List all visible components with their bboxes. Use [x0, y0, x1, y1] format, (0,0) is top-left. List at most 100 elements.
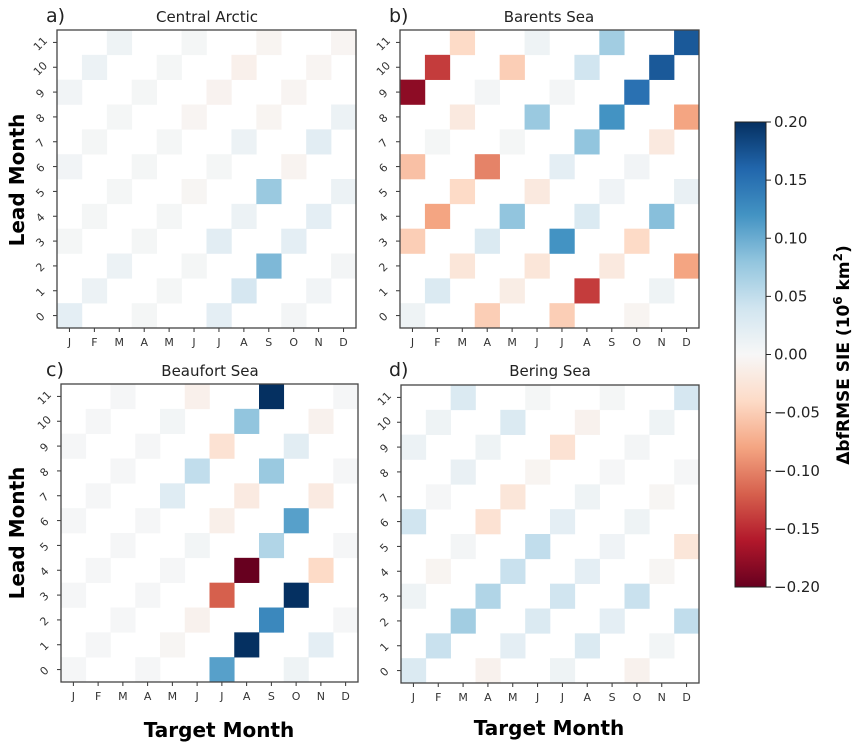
x-tick-label: N — [658, 336, 666, 349]
x-tick-label: F — [434, 336, 440, 349]
heatmap-cell — [181, 104, 207, 130]
x-tick-label: M — [508, 691, 518, 704]
y-tick-label: 4 — [33, 211, 47, 225]
y-tick-label: 1 — [377, 640, 391, 654]
x-tick-label: A — [583, 336, 591, 349]
axes-frame — [399, 29, 700, 329]
heatmap-cell — [401, 658, 427, 684]
y-tick-label: 3 — [37, 590, 51, 604]
heatmap-cell — [401, 509, 427, 535]
heatmap-cell — [450, 534, 476, 560]
heatmap-cell — [649, 203, 675, 229]
colorbar-tick-label: −0.20 — [774, 578, 820, 596]
y-tick-label: 11 — [375, 389, 394, 408]
heatmap-cell — [259, 384, 285, 410]
x-tick-label: J — [67, 336, 71, 349]
panel-letter: a) — [46, 5, 65, 27]
heatmap-cell — [499, 129, 525, 155]
heatmap-cell — [160, 557, 186, 583]
heatmap-cell — [259, 533, 285, 559]
y-axis-title-top: Lead Month — [5, 114, 29, 247]
y-tick-label: 8 — [376, 111, 390, 125]
x-tick-label: J — [534, 336, 538, 349]
heatmap-cell — [674, 608, 700, 634]
heatmap-cell — [475, 658, 501, 684]
y-tick-label: 3 — [33, 236, 47, 250]
heatmap-cell — [231, 54, 257, 80]
y-tick-label: 9 — [37, 441, 51, 455]
y-tick-labels: 0 1 2 3 4 5 6 7 8 9 10 11 — [35, 388, 61, 678]
heatmap-cell — [424, 129, 451, 155]
heatmap-cell — [331, 30, 357, 56]
x-tick-label: A — [144, 690, 152, 703]
y-tick-label: 9 — [376, 87, 390, 101]
heatmap-cell — [574, 409, 600, 435]
heatmap-cell — [333, 533, 359, 559]
heatmap-cell — [306, 203, 332, 229]
x-tick-label: M — [507, 336, 517, 349]
heatmap-cell — [308, 557, 334, 583]
heatmap-cell — [450, 459, 476, 485]
y-tick-label: 1 — [33, 285, 47, 299]
heatmap-cell — [624, 154, 650, 180]
heatmap-cell — [599, 459, 625, 485]
heatmap-cell — [110, 384, 136, 410]
heatmap-cells — [57, 30, 357, 329]
x-tick-label: F — [435, 691, 441, 704]
panel-title: Bering Sea — [509, 362, 591, 380]
heatmap-cell — [206, 79, 232, 105]
heatmap-cell — [524, 253, 550, 279]
y-tick-label: 2 — [376, 260, 390, 274]
x-axis-title-left: Target Month — [144, 718, 295, 742]
y-tick-label: 2 — [33, 260, 47, 274]
heatmap-cell — [206, 154, 232, 180]
heatmap-cell — [57, 154, 83, 180]
heatmap-cell — [331, 179, 357, 205]
heatmap-cell — [449, 104, 476, 130]
heatmap-cell — [81, 54, 108, 80]
heatmap-cell — [624, 509, 650, 535]
heatmap-cell — [131, 228, 157, 254]
x-tick-label: M — [458, 691, 468, 704]
colorbar-tick-label: −0.05 — [774, 404, 820, 422]
heatmap-cell — [624, 228, 650, 254]
heatmap-cell — [574, 558, 600, 584]
heatmap-cell — [549, 303, 575, 329]
heatmap-cell — [209, 657, 235, 683]
heatmap-cell — [550, 509, 576, 535]
heatmap-cell — [499, 54, 525, 80]
heatmap-cell — [550, 434, 576, 460]
panel-title: Beaufort Sea — [161, 362, 258, 380]
heatmap-cell — [61, 433, 87, 459]
x-tick-label: O — [289, 336, 298, 349]
x-tick-label: A — [483, 336, 491, 349]
heatmap-cell — [135, 657, 161, 683]
y-tick-label: 10 — [31, 59, 50, 78]
heatmap-cell — [474, 79, 500, 105]
heatmap-cell — [281, 79, 307, 105]
x-tick-label: O — [632, 336, 641, 349]
heatmap-cell — [308, 632, 334, 658]
heatmap-cell — [524, 179, 550, 205]
heatmap-cell — [85, 557, 111, 583]
y-tick-label: 0 — [376, 310, 390, 324]
heatmap-cell — [401, 434, 427, 460]
heatmap-cell — [81, 203, 108, 229]
heatmap-cell — [500, 484, 526, 510]
heatmap-cell — [525, 459, 551, 485]
heatmap-cell — [331, 253, 357, 279]
x-tick-label: J — [535, 691, 539, 704]
x-tick-label: J — [195, 690, 199, 703]
heatmap-cell — [306, 129, 332, 155]
heatmap-cell — [283, 582, 309, 608]
panel-title: Central Arctic — [156, 8, 258, 26]
heatmap-cell — [106, 104, 133, 130]
axes-frame — [56, 29, 357, 329]
y-tick-label: 7 — [37, 490, 51, 504]
heatmap-cell — [574, 54, 600, 80]
heatmap-cell — [425, 633, 451, 659]
y-tick-label: 6 — [377, 516, 391, 530]
heatmap-cell — [256, 253, 282, 279]
x-tick-label: F — [91, 336, 97, 349]
